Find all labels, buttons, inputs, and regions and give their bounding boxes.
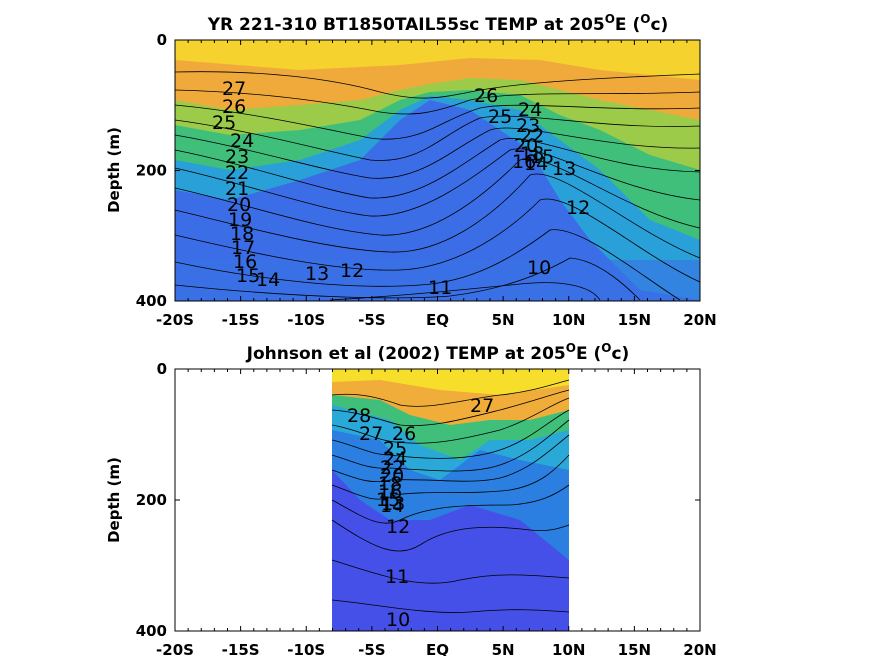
panel-1-contour-labels: 27 26 25 24 23 22 21 20 19 18 17 16 15 1… [212, 78, 590, 299]
contour-label: 27 [222, 78, 246, 100]
x-tick-label: 20N [683, 311, 716, 329]
contour-label: 17 [231, 237, 255, 259]
contour-label: 24 [230, 130, 254, 152]
contour-label: 21 [225, 178, 249, 200]
contour-label: 16 [512, 151, 536, 173]
panel-2-field [332, 369, 569, 631]
contour-label: 14 [380, 495, 404, 517]
contour-label: 19 [228, 209, 252, 231]
x-tick-label: 10N [552, 311, 585, 329]
contour-label: 22 [225, 162, 249, 184]
panel-1-y-axis: 0 200 400 [136, 31, 700, 310]
panel-1-x-axis: -20S -15S -10S -5S EQ 5N 10N 15N 20N [156, 40, 717, 329]
contour-label: 18 [520, 143, 544, 165]
contour-label: 12 [566, 197, 590, 219]
x-tick-label: EQ [426, 641, 449, 656]
x-tick-label: 20N [683, 641, 716, 656]
x-tick-label: 5N [492, 311, 515, 329]
contour-label: 20 [380, 465, 404, 487]
contour-label: 16 [233, 251, 257, 273]
contour-label: 11 [385, 566, 409, 588]
contour-label: 24 [383, 448, 407, 470]
contour-label: 13 [305, 263, 329, 285]
contour-label: 10 [527, 257, 551, 279]
contour-label: 23 [225, 146, 249, 168]
panel-1-title: YR 221-310 BT1850TAIL55sc TEMP at 205OE … [207, 12, 669, 35]
panel-2: Johnson et al (2002) TEMP at 205OE (Oc) … [105, 341, 717, 656]
x-tick-label: 15N [618, 641, 651, 656]
contour-label: 27 [470, 395, 494, 417]
x-tick-label: 5N [492, 641, 515, 656]
panel-2-x-axis: -20S -15S -10S -5S EQ 5N 10N 15N 20N [156, 369, 717, 656]
panel-2-title: Johnson et al (2002) TEMP at 205OE (Oc) [246, 341, 630, 364]
panel-1-field [175, 40, 700, 301]
panel-2-y-axis: 0 200 400 [136, 360, 700, 640]
panel-1: YR 221-310 BT1850TAIL55sc TEMP at 205OE … [105, 12, 717, 329]
contour-label: 12 [340, 260, 364, 282]
panel-2-contour-labels: 28 27 26 25 24 22 20 18 16 15 14 13 12 1… [347, 395, 494, 631]
x-tick-label: -20S [156, 311, 194, 329]
panel-1-ylabel: Depth (m) [105, 127, 123, 213]
contour-label: 16 [378, 481, 402, 503]
contour-label: 27 [359, 423, 383, 445]
contour-label: 18 [230, 223, 254, 245]
x-tick-label: -15S [222, 311, 260, 329]
contour-label: 13 [381, 493, 405, 515]
contour-label: 15 [376, 489, 400, 511]
x-tick-label: EQ [426, 311, 449, 329]
contour-label: 25 [383, 438, 407, 460]
y-tick-label: 400 [136, 292, 167, 310]
contour-label: 26 [222, 96, 246, 118]
contour-label: 22 [520, 125, 544, 147]
contour-label: 22 [380, 457, 404, 479]
y-tick-label: 200 [136, 491, 167, 509]
contour-label: 14 [256, 269, 280, 291]
y-tick-label: 0 [157, 31, 167, 49]
x-tick-label: -5S [358, 641, 385, 656]
x-tick-label: -5S [358, 311, 385, 329]
contour-label: 11 [428, 277, 452, 299]
panel-2-contours [331, 379, 570, 613]
contour-label: 26 [392, 423, 416, 445]
contour-label: 15 [530, 146, 554, 168]
y-tick-label: 400 [136, 622, 167, 640]
panel-2-ylabel: Depth (m) [105, 457, 123, 543]
contour-label: 26 [474, 85, 498, 107]
x-tick-label: -15S [222, 641, 260, 656]
x-tick-label: -20S [156, 641, 194, 656]
x-tick-label: -10S [287, 641, 325, 656]
contour-label: 25 [212, 112, 236, 134]
x-tick-label: 10N [552, 641, 585, 656]
contour-label: 23 [516, 115, 540, 137]
contour-label: 20 [227, 194, 251, 216]
x-tick-label: -10S [287, 311, 325, 329]
contour-label: 24 [518, 99, 542, 121]
contour-label: 10 [386, 609, 410, 631]
contour-label: 25 [488, 106, 512, 128]
contour-label: 18 [378, 473, 402, 495]
contour-label: 15 [236, 265, 260, 287]
contour-label: 13 [552, 158, 576, 180]
y-tick-label: 0 [157, 360, 167, 378]
panel-1-contours [174, 71, 701, 301]
x-tick-label: 15N [618, 311, 651, 329]
contour-label: 12 [386, 516, 410, 538]
contour-label: 20 [514, 135, 538, 157]
contour-label: 14 [524, 153, 548, 175]
y-tick-label: 200 [136, 162, 167, 180]
contour-label: 28 [347, 405, 371, 427]
